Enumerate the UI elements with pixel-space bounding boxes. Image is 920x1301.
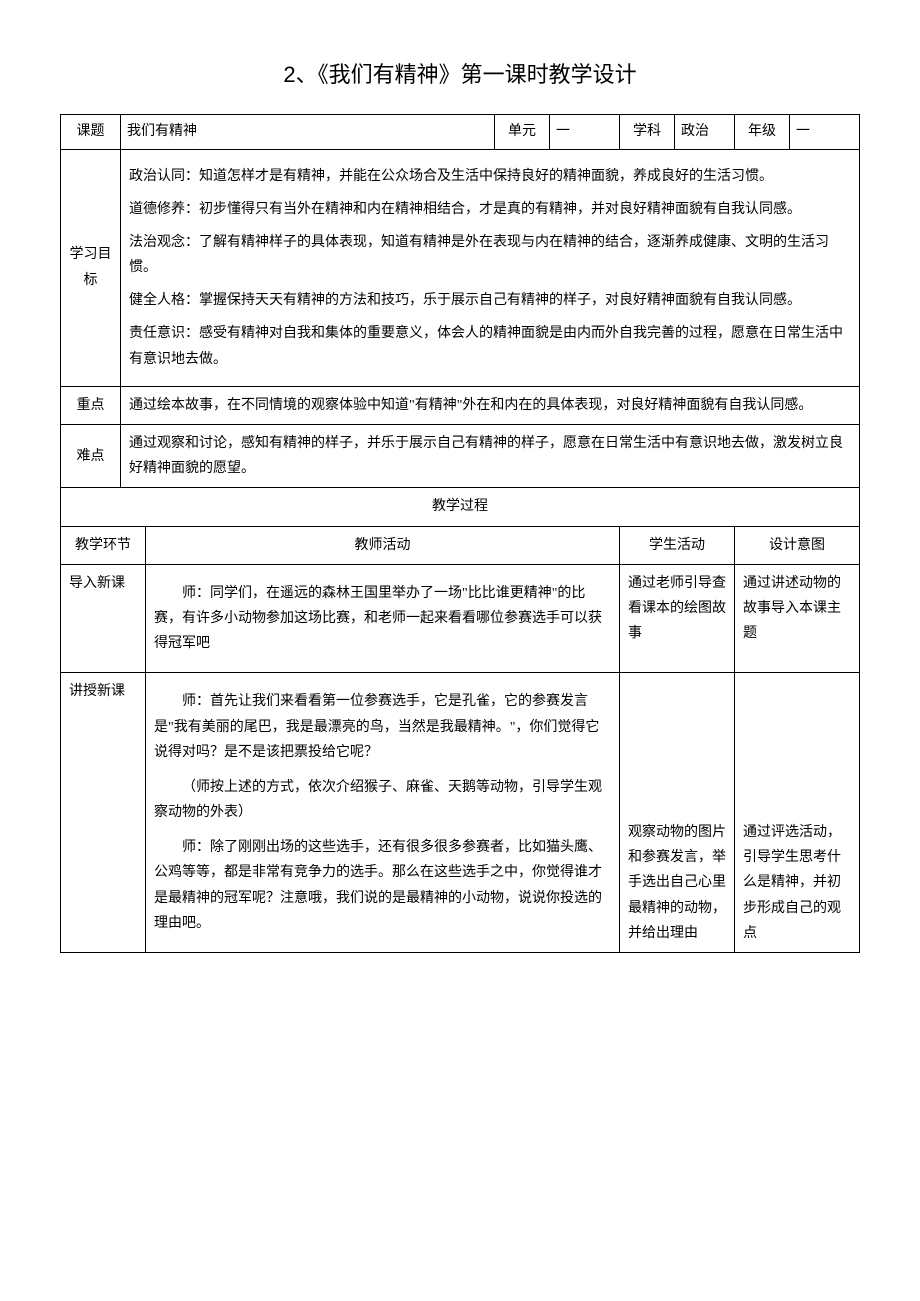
intro-stage: 导入新课 (61, 564, 146, 673)
objective-p3: 法治观念：了解有精神样子的具体表现，知道有精神是外在表现与内在精神的结合，逐渐养… (129, 230, 851, 280)
keypoint-content: 通过绘本故事，在不同情境的观察体验中知道"有精神"外在和内在的具体表现，对良好精… (121, 386, 860, 424)
lecture-teacher-p1: 师：首先让我们来看看第一位参赛选手，它是孔雀，它的参赛发言是"我有美丽的尾巴，我… (154, 689, 611, 765)
intro-intent: 通过讲述动物的故事导入本课主题 (735, 564, 860, 673)
lecture-row: 讲授新课 师：首先让我们来看看第一位参赛选手，它是孔雀，它的参赛发言是"我有美丽… (61, 673, 860, 953)
col-stage: 教学环节 (61, 526, 146, 564)
keypoint-label: 重点 (61, 386, 121, 424)
page-title: 2、《我们有精神》第一课时教学设计 (60, 55, 860, 95)
objectives-label: 学习目标 (61, 149, 121, 386)
objectives-row: 学习目标 政治认同：知道怎样才是有精神，并能在公众场合及生活中保持良好的精神面貌… (61, 149, 860, 386)
grade-value: 一 (790, 115, 860, 149)
intro-student: 通过老师引导查看课本的绘图故事 (620, 564, 735, 673)
difficulty-row: 难点 通过观察和讨论，感知有精神的样子，并乐于展示自己有精神的样子，愿意在日常生… (61, 425, 860, 488)
col-student: 学生活动 (620, 526, 735, 564)
lecture-intent: 通过评选活动，引导学生思考什么是精神，并初步形成自己的观点 (735, 673, 860, 953)
intro-teacher-text: 师：同学们，在遥远的森林王国里举办了一场"比比谁更精神"的比赛，有许多小动物参加… (154, 581, 611, 657)
intro-row: 导入新课 师：同学们，在遥远的森林王国里举办了一场"比比谁更精神"的比赛，有许多… (61, 564, 860, 673)
lecture-teacher: 师：首先让我们来看看第一位参赛选手，它是孔雀，它的参赛发言是"我有美丽的尾巴，我… (146, 673, 620, 953)
subject-label: 学科 (620, 115, 675, 149)
objective-p2: 道德修养：初步懂得只有当外在精神和内在精神相结合，才是真的有精神，并对良好精神面… (129, 197, 851, 222)
intro-teacher: 师：同学们，在遥远的森林王国里举办了一场"比比谁更精神"的比赛，有许多小动物参加… (146, 564, 620, 673)
objectives-content: 政治认同：知道怎样才是有精神，并能在公众场合及生活中保持良好的精神面貌，养成良好… (121, 149, 860, 386)
header-row: 课题 我们有精神 单元 一 学科 政治 年级 一 (61, 115, 860, 149)
lecture-teacher-p3: 师：除了刚刚出场的这些选手，还有很多很多参赛者，比如猫头鹰、公鸡等等，都是非常有… (154, 835, 611, 936)
lecture-student: 观察动物的图片和参赛发言，举手选出自己心里最精神的动物，并给出理由 (620, 673, 735, 953)
lecture-teacher-p2: （师按上述的方式，依次介绍猴子、麻雀、天鹅等动物，引导学生观察动物的外表） (154, 775, 611, 825)
difficulty-content: 通过观察和讨论，感知有精神的样子，并乐于展示自己有精神的样子，愿意在日常生活中有… (121, 425, 860, 488)
unit-value: 一 (550, 115, 620, 149)
col-intent: 设计意图 (735, 526, 860, 564)
col-teacher: 教师活动 (146, 526, 620, 564)
topic-label: 课题 (61, 115, 121, 149)
objective-p1: 政治认同：知道怎样才是有精神，并能在公众场合及生活中保持良好的精神面貌，养成良好… (129, 164, 851, 189)
unit-label: 单元 (495, 115, 550, 149)
objective-p4: 健全人格：掌握保持天天有精神的方法和技巧，乐于展示自己有精神的样子，对良好精神面… (129, 288, 851, 313)
grade-label: 年级 (735, 115, 790, 149)
difficulty-label: 难点 (61, 425, 121, 488)
process-title: 教学过程 (61, 488, 860, 526)
objective-p5: 责任意识：感受有精神对自我和集体的重要意义，体会人的精神面貌是由内而外自我完善的… (129, 321, 851, 371)
subject-value: 政治 (675, 115, 735, 149)
lesson-plan-table: 课题 我们有精神 单元 一 学科 政治 年级 一 学习目标 政治认同：知道怎样才… (60, 114, 860, 953)
topic-value: 我们有精神 (121, 115, 495, 149)
keypoint-row: 重点 通过绘本故事，在不同情境的观察体验中知道"有精神"外在和内在的具体表现，对… (61, 386, 860, 424)
process-header-row: 教学环节 教师活动 学生活动 设计意图 (61, 526, 860, 564)
lecture-stage: 讲授新课 (61, 673, 146, 953)
process-title-row: 教学过程 (61, 488, 860, 526)
